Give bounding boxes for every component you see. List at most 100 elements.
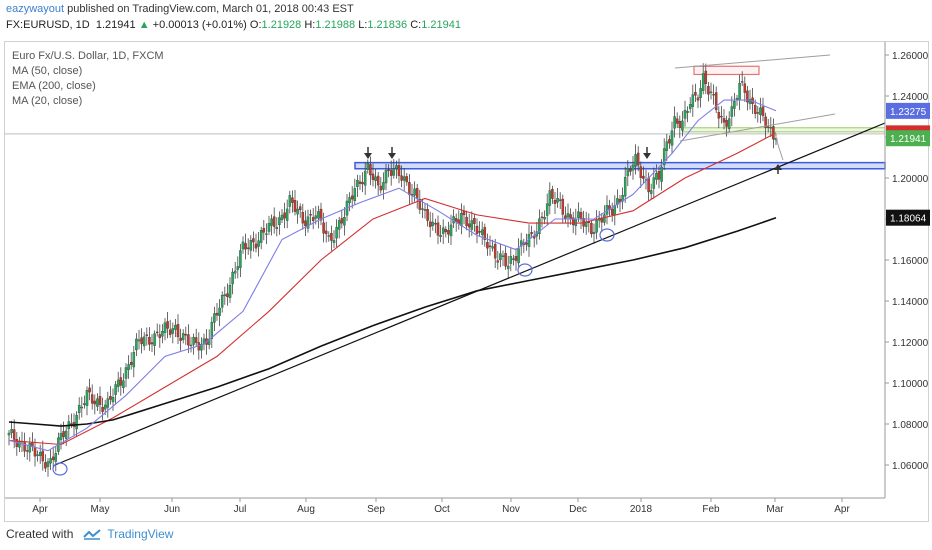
candle-body: [109, 396, 112, 400]
candle-body: [735, 97, 739, 100]
candle-body: [298, 206, 302, 211]
candle-body: [493, 243, 497, 259]
candle-body: [444, 229, 448, 233]
candle-body: [23, 442, 26, 452]
candle-body: [691, 94, 695, 107]
price-label-text: 1.23275: [890, 107, 927, 118]
candle-body: [41, 450, 45, 462]
published-text: published on TradingView.com, March 01, …: [67, 3, 354, 15]
candle-body: [51, 456, 55, 461]
price-tick-label: 1.16000: [892, 256, 929, 267]
price-tick-label: 1.24000: [892, 92, 929, 103]
time-tick-label: Jul: [234, 504, 247, 515]
legend-ma50[interactable]: MA (50, close): [12, 65, 83, 77]
candle-body: [215, 312, 219, 316]
candle-body: [140, 337, 143, 345]
candle-body: [384, 170, 388, 184]
candle-body: [699, 88, 702, 99]
candle-body: [759, 107, 762, 115]
candle-body: [301, 212, 305, 224]
ma50-line: [8, 132, 777, 446]
legend-ma20[interactable]: MA (20, close): [12, 95, 83, 107]
candle-body: [483, 227, 487, 240]
candle-body: [408, 182, 411, 195]
candle-body: [553, 199, 557, 204]
candle-body: [506, 265, 510, 269]
candle-body: [389, 170, 393, 176]
candle-body: [566, 213, 570, 218]
candle-body: [280, 214, 284, 221]
candle-body: [350, 195, 354, 200]
candle-body: [428, 221, 432, 228]
time-tick-label: Nov: [502, 504, 520, 515]
time-tick-label: Jun: [164, 504, 180, 515]
candle-body: [181, 333, 185, 341]
candle-body: [119, 377, 123, 386]
candle-body: [155, 331, 159, 334]
legend-ema200[interactable]: EMA (200, close): [12, 80, 96, 92]
candle-body: [306, 216, 310, 229]
candle-body: [241, 241, 245, 250]
candle-body: [727, 118, 731, 129]
symbol-label: FX:EURUSD, 1D: [6, 19, 90, 31]
price-tick-label: 1.08000: [892, 420, 929, 431]
candle-body: [590, 222, 593, 235]
candle-body: [413, 188, 416, 196]
open-label: O:: [249, 19, 262, 31]
candle-body: [59, 433, 63, 440]
candle-body: [371, 173, 375, 180]
candle-body: [85, 390, 89, 406]
candle-body: [311, 217, 315, 222]
low-label: L:: [358, 19, 368, 31]
candle-body: [93, 400, 97, 405]
tradingview-brand[interactable]: TradingView: [107, 527, 174, 541]
candle-body: [748, 99, 752, 104]
annotations-front: [52, 54, 886, 476]
candle-body: [441, 227, 445, 234]
support-zone: [354, 161, 886, 170]
candle-body: [228, 284, 232, 298]
candle-body: [194, 337, 198, 343]
candle-body: [98, 396, 102, 405]
candle-body: [111, 397, 115, 403]
candle-body: [725, 120, 728, 127]
candle-body: [184, 334, 188, 336]
candle-body: [343, 217, 346, 226]
candle-body: [106, 398, 110, 408]
candle-body: [478, 231, 481, 233]
candle-body: [132, 351, 136, 368]
resistance-box: [693, 65, 760, 76]
candle-body: [665, 141, 669, 151]
candle-body: [288, 195, 292, 207]
tradingview-logo-icon: [83, 529, 102, 540]
candle-body: [361, 182, 364, 185]
candle-body: [77, 404, 81, 414]
candle-body: [475, 225, 479, 234]
candle-body: [712, 94, 715, 96]
candle-body: [709, 91, 713, 94]
candle-body: [322, 222, 325, 234]
candle-body: [538, 218, 541, 234]
candle-body: [304, 220, 307, 227]
candle-body: [662, 148, 666, 166]
candle-body: [509, 256, 513, 264]
candle-body: [543, 217, 546, 220]
candle-body: [740, 81, 744, 83]
candle-body: [36, 454, 39, 456]
candle-body: [213, 313, 216, 323]
candle-body: [449, 224, 453, 237]
candle-body: [392, 168, 396, 176]
candle-body: [657, 170, 661, 180]
candle-body: [631, 164, 635, 171]
candle-body: [244, 243, 247, 250]
candle-body: [540, 216, 544, 219]
high-label: H:: [304, 19, 316, 31]
candle-body: [569, 214, 572, 219]
candle-body: [96, 398, 99, 407]
candle-body: [686, 111, 689, 113]
candle-body: [571, 217, 575, 226]
candle-body: [551, 189, 554, 199]
author-link[interactable]: eazywayout: [6, 3, 65, 15]
candle-body: [259, 230, 263, 243]
